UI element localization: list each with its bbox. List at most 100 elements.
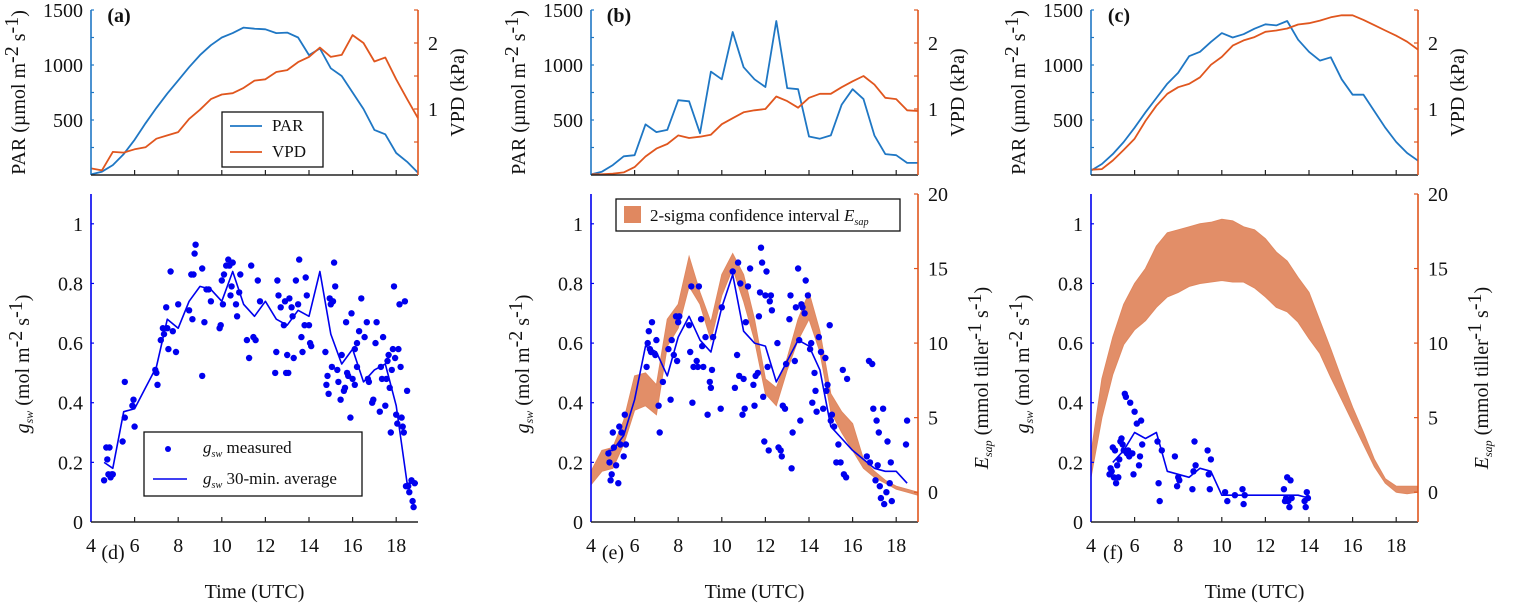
gsw-measured-point [764,363,771,371]
x-tick-label: 14 [1299,535,1319,557]
gsw-measured-point [607,477,614,484]
gsw-measured-point [290,354,297,362]
x-tick-label: 8 [1173,535,1183,557]
gsw-measured-point [655,402,662,409]
y-tick-label-right: 10 [1428,333,1448,355]
y-tick-label-left: 1000 [43,55,83,77]
gsw-measured-point [843,375,851,383]
panel-label: (c) [1108,5,1130,27]
gsw-measured-point [761,438,768,445]
gsw-measured-point [157,336,164,344]
y-tick-label-right: 0 [928,482,938,504]
gsw-measured-point [355,328,363,335]
y-tick-label-right: 20 [1428,184,1448,206]
gsw-measured-point [190,271,197,278]
gsw-measured-point [153,369,160,377]
gsw-measured-point [755,313,763,320]
gsw-measured-point [659,378,667,386]
gsw-measured-point [618,429,625,436]
gsw-measured-point [656,429,663,436]
gsw-measured-point [388,366,395,374]
gsw-measured-point [700,363,707,371]
gsw-measured-point [1192,462,1199,469]
gsw-measured-point [294,301,302,308]
gsw-measured-point [622,441,630,448]
x-tick-label: 18 [1386,535,1406,557]
gsw-measured-point [275,292,282,299]
gsw-measured-point [285,369,292,377]
x-tick-label: 16 [843,535,863,557]
gsw-measured-point [812,387,819,394]
gsw-measured-point [1135,462,1143,469]
gsw-measured-point [272,369,279,377]
y-tick-label-right: 1 [428,99,438,121]
y-tick-label-left: 1000 [1043,55,1083,77]
gsw-measured-point [1286,503,1293,511]
gsw-measured-point [341,384,349,391]
gsw-measured-point [1136,453,1144,460]
gsw-measured-point [385,351,392,359]
gsw-measured-point [353,363,361,371]
y-tick-label-left: 500 [553,110,583,132]
gsw-average-line [608,273,908,484]
gsw-measured-point [667,396,674,403]
gsw-measured-point [394,420,401,427]
gsw-measured-point [809,399,816,406]
par-line [590,20,918,176]
gsw-measured-point [1221,489,1229,496]
y-tick-label-right: 2 [1428,33,1438,55]
gsw-measured-point [826,322,833,329]
y-axis-label-left: gsw (mol m-2 s-1) [505,295,536,434]
gsw-measured-point [365,378,373,386]
gsw-measured-point [1154,438,1161,445]
gsw-measured-point [379,333,387,341]
gsw-measured-point [172,348,180,356]
gsw-measured-point [742,319,749,326]
gsw-measured-point [308,342,315,350]
gsw-measured-point [337,396,344,403]
gsw-measured-point [820,405,827,412]
gsw-measured-point [617,441,624,448]
gsw-measured-point [830,423,838,430]
y-tick-label-left: 500 [53,110,83,132]
gsw-measured-point [811,369,818,377]
legend-vpd-label: VPD [272,142,306,161]
gsw-measured-point [1110,474,1118,481]
gsw-measured-point [608,471,615,478]
gsw-measured-point [329,298,337,305]
y-axis-label-left: PAR (µmol m-2 s-1) [501,10,530,175]
gsw-measured-point [159,325,167,332]
gsw-measured-point [1224,497,1231,505]
gsw-measured-point [305,322,313,329]
gsw-measured-point [201,319,208,326]
gsw-measured-point [1111,447,1119,454]
x-tick-label: 10 [712,535,732,557]
gsw-measured-point [160,330,168,338]
y-tick-label-left: 0.4 [1058,393,1083,415]
y-tick-label-left: 1500 [1043,0,1083,22]
gsw-measured-point [280,322,288,329]
gsw-measured-point [163,304,170,311]
gsw-measured-point [395,345,402,353]
gsw-measured-point [734,259,742,266]
y-axis-label-left: PAR (µmol m-2 s-1) [1001,10,1030,175]
gsw-measured-point [377,363,385,371]
gsw-measured-point [284,351,291,359]
gsw-measured-point [199,265,206,272]
y-tick-label-left: 0.8 [1058,273,1083,295]
gsw-measured-point [751,402,758,409]
panel-label: (d) [101,542,124,564]
y-tick-label-right: 10 [928,333,948,355]
y-axis-label-right: VPD (kPa) [947,48,969,136]
gsw-measured-point [886,480,893,487]
x-axis-label: Time (UTC) [1205,581,1305,603]
gsw-measured-point [376,408,383,415]
y-tick-label-left: 1 [1073,214,1083,236]
x-tick-label: 12 [255,535,275,557]
y-tick-label-left: 1 [573,214,583,236]
gsw-measured-point [823,387,830,394]
gsw-measured-point [228,283,235,290]
gsw-measured-point [351,345,358,353]
